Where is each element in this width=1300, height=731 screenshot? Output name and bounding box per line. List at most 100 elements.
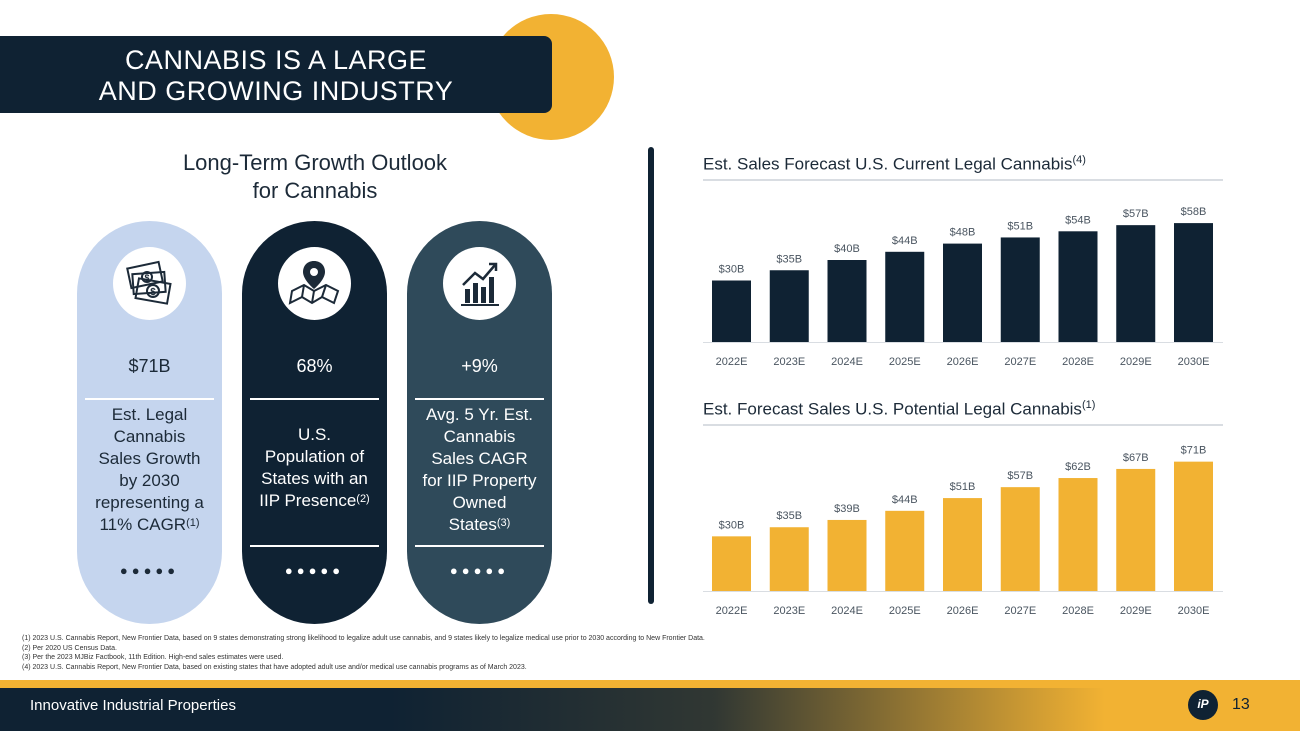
slide-title-line-1: CANNABIS IS A LARGE bbox=[124, 45, 428, 75]
x-tick-label: 2026E bbox=[947, 356, 979, 368]
x-tick-label: 2026E bbox=[947, 605, 979, 617]
x-tick-label: 2029E bbox=[1120, 605, 1152, 617]
bar-chart-potential-legal: $30B 2022E $35B 2023E $39B 2024E $44B 2025E $51B… bbox=[703, 445, 1223, 617]
footnote-ref: (1) bbox=[1081, 399, 1096, 411]
data-label: $30B bbox=[719, 264, 745, 276]
bar-2025E bbox=[885, 251, 925, 342]
x-tick-label: 2024E bbox=[831, 605, 863, 617]
growth-outlook-title-line-1: Long-Term Growth Outlook bbox=[182, 150, 448, 175]
desc-line-text: IIP Presence bbox=[259, 491, 357, 510]
x-tick-label: 2029E bbox=[1120, 356, 1152, 368]
data-label: $48B bbox=[950, 227, 976, 239]
desc-line: representing a bbox=[95, 493, 204, 512]
data-label: $51B bbox=[950, 481, 976, 493]
bar-2022E bbox=[712, 536, 751, 591]
bar-2029E bbox=[1116, 225, 1156, 342]
growth-chart-icon bbox=[443, 247, 516, 320]
dots-ornament: ●●●●● bbox=[449, 563, 510, 578]
svg-text:$: $ bbox=[150, 287, 156, 298]
slide-title-line-2: AND GROWING INDUSTRY bbox=[98, 76, 454, 106]
x-tick-label: 2023E bbox=[773, 356, 805, 368]
bar-2026E bbox=[943, 498, 982, 591]
bar-2024E bbox=[827, 519, 867, 591]
x-tick-label: 2025E bbox=[889, 356, 921, 368]
data-label: $30B bbox=[719, 519, 745, 531]
bar-2026E bbox=[943, 243, 982, 342]
chart-title-current-legal: Est. Sales Forecast U.S. Current Legal C… bbox=[703, 154, 1086, 175]
footnote-ref: (2) bbox=[356, 493, 370, 505]
desc-line: States with an bbox=[261, 469, 368, 488]
desc-line-text: States bbox=[448, 515, 497, 534]
company-logo: iP bbox=[1188, 690, 1218, 720]
growth-outlook-title-line-2: for Cannabis bbox=[252, 178, 378, 203]
x-tick-label: 2024E bbox=[831, 356, 863, 368]
desc-line: Cannabis bbox=[443, 427, 516, 446]
bar-2030E bbox=[1174, 461, 1213, 591]
data-label: $39B bbox=[834, 503, 860, 515]
bar-2029E bbox=[1116, 468, 1156, 591]
bar-2025E bbox=[885, 510, 925, 591]
footnote-ref: (4) bbox=[1072, 154, 1086, 166]
stat-pill-population: 68% U.S. Population of States with an II… bbox=[242, 221, 387, 624]
data-label: $57B bbox=[1123, 208, 1149, 220]
bar-2027E bbox=[1000, 237, 1040, 342]
desc-line: Owned bbox=[452, 493, 507, 512]
dots-ornament: ●●●●● bbox=[119, 563, 180, 578]
map-pin-icon bbox=[278, 247, 351, 320]
desc-line: Cannabis bbox=[113, 427, 186, 446]
divider-rule bbox=[250, 398, 379, 400]
x-tick-label: 2022E bbox=[716, 605, 748, 617]
chart-title-rule bbox=[703, 424, 1223, 426]
x-tick-label: 2025E bbox=[889, 605, 921, 617]
svg-text:$: $ bbox=[144, 273, 149, 283]
footnote-4: (4) 2023 U.S. Cannabis Report, New Front… bbox=[22, 663, 527, 671]
bar-2024E bbox=[827, 260, 867, 342]
data-label: $57B bbox=[1007, 470, 1033, 482]
chart-title-text: Est. Forecast Sales U.S. Potential Legal… bbox=[703, 399, 1082, 419]
bar-2023E bbox=[769, 527, 809, 591]
x-tick-label: 2023E bbox=[773, 605, 805, 617]
stat-description: Avg. 5 Yr. Est. Cannabis Sales CAGR for … bbox=[413, 404, 546, 536]
bar-2030E bbox=[1174, 223, 1213, 342]
page-number: 13 bbox=[1232, 696, 1250, 713]
stat-description: Est. Legal Cannabis Sales Growth by 2030… bbox=[83, 404, 216, 536]
x-tick-label: 2030E bbox=[1178, 356, 1210, 368]
bar-chart-current-legal: $30B 2022E $35B 2023E $40B 2024E $44B 2025E $48B… bbox=[703, 206, 1223, 368]
data-label: $44B bbox=[892, 235, 918, 247]
stat-value: +9% bbox=[461, 356, 498, 376]
desc-line: by 2030 bbox=[119, 471, 180, 490]
data-label: $44B bbox=[892, 494, 918, 506]
chart-title-text: Est. Sales Forecast U.S. Current Legal C… bbox=[703, 154, 1073, 174]
desc-line-text: 11% CAGR bbox=[99, 515, 187, 534]
desc-line: Sales CAGR bbox=[431, 449, 528, 468]
stat-value: 68% bbox=[296, 356, 333, 376]
footnote-ref: (3) bbox=[496, 517, 511, 529]
desc-line: Est. Legal bbox=[111, 405, 188, 424]
stat-description: U.S. Population of States with an IIP Pr… bbox=[248, 424, 381, 512]
stat-pill-cagr: +9% Avg. 5 Yr. Est. Cannabis Sales CAGR … bbox=[407, 221, 552, 624]
x-tick-label: 2027E bbox=[1004, 356, 1036, 368]
desc-line: Sales Growth bbox=[98, 449, 201, 468]
desc-line: Avg. 5 Yr. Est. bbox=[425, 405, 534, 424]
x-tick-label: 2027E bbox=[1004, 605, 1036, 617]
chart-title-rule bbox=[703, 179, 1223, 181]
desc-line: States(3) bbox=[413, 514, 546, 536]
x-tick-label: 2028E bbox=[1062, 356, 1094, 368]
x-tick-label: 2022E bbox=[716, 356, 748, 368]
footnote-2: (2) Per 2020 US Census Data. bbox=[22, 644, 117, 652]
footnotes: (1) 2023 U.S. Cannabis Report, New Front… bbox=[22, 634, 705, 672]
section-divider bbox=[648, 147, 654, 604]
data-label: $62B bbox=[1065, 461, 1091, 473]
divider-rule-bottom bbox=[415, 545, 544, 547]
footnote-ref: (1) bbox=[186, 517, 200, 529]
stat-pill-sales-growth: $ $ $71B Est. Legal Cannabis Sales Growt… bbox=[77, 221, 222, 624]
money-bills-icon: $ $ bbox=[113, 247, 186, 320]
x-tick-label: 2028E bbox=[1062, 605, 1094, 617]
bar-2027E bbox=[1000, 487, 1040, 591]
data-label: $71B bbox=[1181, 445, 1207, 457]
desc-line: 11% CAGR(1) bbox=[83, 514, 216, 536]
desc-line: U.S. bbox=[297, 425, 332, 444]
data-label: $40B bbox=[834, 243, 860, 255]
desc-line: IIP Presence(2) bbox=[248, 490, 381, 512]
footnote-3: (3) Per the 2023 MJBiz Factbook, 11th Ed… bbox=[22, 654, 284, 661]
